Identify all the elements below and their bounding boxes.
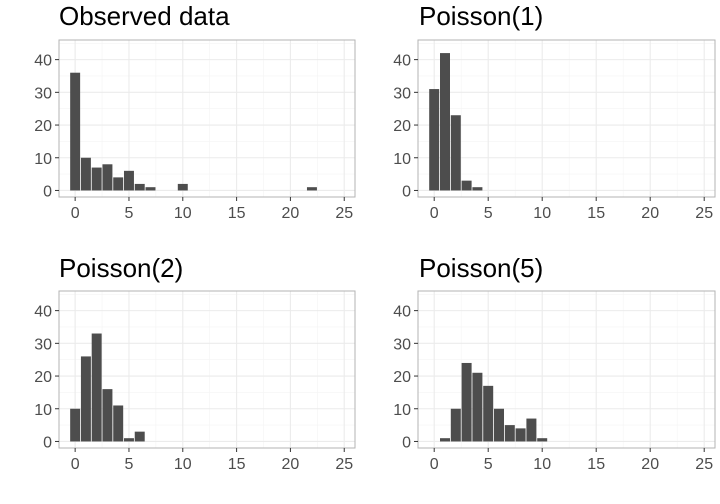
bar <box>91 333 102 442</box>
bar <box>450 115 461 191</box>
bar <box>134 183 145 191</box>
panel-border <box>417 290 716 449</box>
bar <box>440 438 450 442</box>
bar <box>450 408 461 442</box>
y-tick-label: 20 <box>34 118 52 135</box>
bar <box>504 425 515 442</box>
x-tick-label: 20 <box>282 456 300 473</box>
x-tick-label: 5 <box>125 205 134 222</box>
panel-4: 0 5 10 15 20 25 0 10 20 30 40 Poisson(5) <box>393 253 716 473</box>
y-tick-label: 10 <box>34 402 52 419</box>
y-tick-label: 30 <box>393 85 411 102</box>
bar <box>461 180 472 191</box>
panel-3: 0 5 10 15 20 25 0 10 20 30 40 Poisson(2) <box>34 253 356 473</box>
y-tick-label: 0 <box>43 183 52 200</box>
bar <box>494 408 504 442</box>
bar <box>177 183 188 191</box>
x-tick-label: 25 <box>695 456 713 473</box>
y-tick-label: 0 <box>402 183 411 200</box>
y-tick-label: 40 <box>393 304 411 321</box>
y-tick-label: 20 <box>34 369 52 386</box>
bar <box>113 177 124 191</box>
bar <box>526 418 537 442</box>
bar <box>134 431 145 442</box>
bar <box>483 385 494 442</box>
x-tick-label: 10 <box>174 456 192 473</box>
y-tick-label: 40 <box>34 53 52 70</box>
x-tick-label: 10 <box>533 205 551 222</box>
bar <box>537 438 548 442</box>
y-tick-label: 10 <box>393 402 411 419</box>
x-tick-label: 15 <box>228 456 246 473</box>
x-tick-label: 5 <box>125 456 134 473</box>
panel-border <box>58 290 356 449</box>
y-tick-label: 0 <box>43 434 52 451</box>
bar <box>306 187 317 191</box>
bar <box>113 405 124 442</box>
x-tick-label: 15 <box>587 205 605 222</box>
panel-title: Poisson(1) <box>419 1 543 31</box>
y-tick-label: 30 <box>34 85 52 102</box>
bar <box>123 170 134 191</box>
x-tick-label: 25 <box>335 205 353 222</box>
panel-title: Poisson(2) <box>59 253 183 283</box>
y-tick-label: 0 <box>402 434 411 451</box>
x-tick-label: 25 <box>335 456 353 473</box>
x-tick-label: 15 <box>228 205 246 222</box>
x-tick-label: 20 <box>641 205 659 222</box>
y-tick-label: 30 <box>393 336 411 353</box>
bar <box>440 53 450 191</box>
panel-1: 0 5 10 15 20 25 0 10 20 30 40 Observed data <box>34 1 356 222</box>
bar <box>472 187 483 191</box>
x-tick-label: 15 <box>587 456 605 473</box>
x-tick-label: 20 <box>641 456 659 473</box>
bar <box>80 356 91 442</box>
bar <box>102 389 113 442</box>
x-tick-label: 25 <box>695 205 713 222</box>
x-tick-label: 10 <box>174 205 192 222</box>
bar <box>472 372 483 442</box>
x-tick-label: 0 <box>71 205 80 222</box>
bar <box>80 157 91 191</box>
y-tick-label: 40 <box>34 304 52 321</box>
panel-2: 0 5 10 15 20 25 0 10 20 30 40 Poisson(1) <box>393 1 716 222</box>
y-tick-label: 20 <box>393 118 411 135</box>
x-tick-label: 0 <box>430 456 439 473</box>
y-tick-label: 30 <box>34 336 52 353</box>
y-tick-label: 10 <box>393 151 411 168</box>
x-tick-label: 5 <box>484 205 493 222</box>
y-tick-label: 10 <box>34 151 52 168</box>
panel-border <box>58 39 356 198</box>
x-tick-label: 0 <box>71 456 80 473</box>
bar <box>123 438 134 442</box>
bar <box>70 408 81 442</box>
x-tick-label: 10 <box>533 456 551 473</box>
y-tick-label: 40 <box>393 53 411 70</box>
x-tick-label: 20 <box>282 205 300 222</box>
panel-border <box>417 39 716 198</box>
bar <box>91 167 102 191</box>
panel-title: Poisson(5) <box>419 253 543 283</box>
x-tick-label: 0 <box>430 205 439 222</box>
bar <box>429 89 440 191</box>
y-tick-label: 20 <box>393 369 411 386</box>
bar <box>145 187 156 191</box>
bar <box>70 72 81 191</box>
panel-title: Observed data <box>59 1 230 31</box>
bar <box>461 362 472 442</box>
bar <box>515 428 526 442</box>
bar <box>102 164 113 191</box>
x-tick-label: 5 <box>484 456 493 473</box>
